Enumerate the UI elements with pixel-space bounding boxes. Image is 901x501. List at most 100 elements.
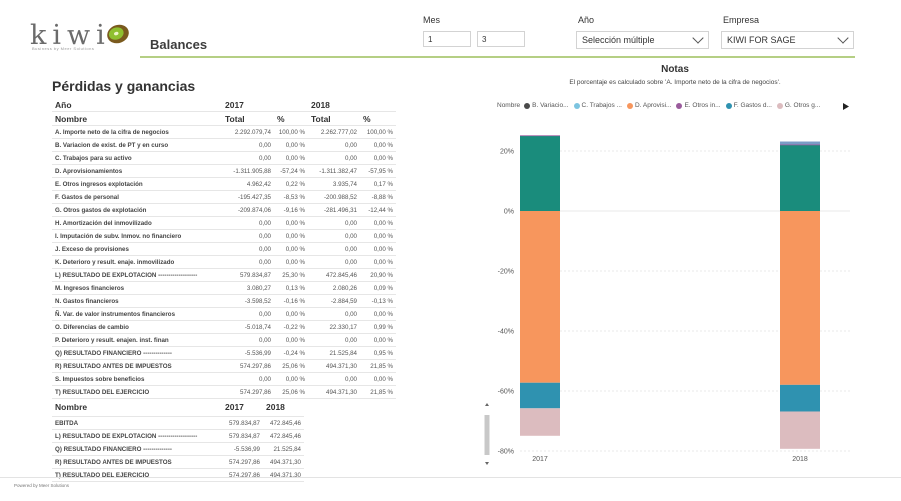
table-row[interactable]: S. Impuestos sobre beneficios 0,00 0,00 % 0… <box>52 372 396 386</box>
chart-title: Notas <box>661 64 689 75</box>
row-value: 0,00 % <box>274 255 308 269</box>
table-row[interactable]: C. Trabajos para su activo 0,00 0,00 % 0,00… <box>52 151 396 165</box>
row-value: 0,00 <box>222 333 274 347</box>
bar-segment <box>780 145 820 211</box>
row-value: 579.834,87 <box>222 429 263 443</box>
row-value: 0,00 <box>222 216 274 230</box>
legend-label: C. Trabajos ... <box>581 102 622 109</box>
bar-segment <box>520 211 560 383</box>
row-value: 0,00 % <box>274 216 308 230</box>
row-value: 22.330,17 <box>308 320 360 334</box>
table-row[interactable]: E. Otros ingresos explotación 4.962,42 0,2… <box>52 177 396 191</box>
table-row[interactable]: F. Gastos de personal -195.427,35 -8,53 % -… <box>52 190 396 204</box>
legend-title: Nombre <box>497 102 521 109</box>
col-nombre[interactable]: Nombre <box>52 398 222 417</box>
row-value: 100,00 % <box>360 125 396 139</box>
table-row[interactable]: Ñ. Var. de valor instrumentos financiero… <box>52 307 396 321</box>
row-value: 2.080,26 <box>308 281 360 295</box>
row-value: 2.262.777,02 <box>308 125 360 139</box>
row-value: 0,00 % <box>274 229 308 243</box>
table-row[interactable]: I. Imputación de subv. Inmov. no financi… <box>52 229 396 243</box>
row-value: -200.988,52 <box>308 190 360 204</box>
table-row[interactable]: M. Ingresos financieros 3.080,27 0,13 % 2.0… <box>52 281 396 295</box>
anio-dropdown[interactable]: Selección múltiple <box>576 31 709 49</box>
row-label: E. Otros ingresos explotación <box>52 177 222 191</box>
table-row[interactable]: J. Exceso de provisiones 0,00 0,00 % 0,00 0,… <box>52 242 396 256</box>
legend-item[interactable]: C. Trabajos ... <box>573 102 622 109</box>
legend-item[interactable]: G. Otros g... <box>776 102 820 109</box>
legend-item[interactable]: F. Gastos d... <box>725 102 772 109</box>
row-value: -5.536,99 <box>222 442 263 456</box>
y-tick-label: -60% <box>498 389 514 396</box>
col-pct-2018[interactable]: % <box>360 111 396 126</box>
row-value: 2.292.079,74 <box>222 125 274 139</box>
table-row[interactable]: N. Gastos financieros -3.598,52 -0,16 % -2.… <box>52 294 396 308</box>
table-row[interactable]: H. Amortización del inmovilizado 0,00 0,00… <box>52 216 396 230</box>
year-2017[interactable]: 2017 <box>222 398 263 417</box>
row-value: 0,00 % <box>360 216 396 230</box>
row-value: 0,00 <box>222 242 274 256</box>
legend-item[interactable]: E. Otros in... <box>676 102 721 109</box>
table-row[interactable]: A. Importe neto de la cifra de negocios 2… <box>52 125 396 139</box>
col-total-2018[interactable]: Total <box>308 111 360 126</box>
col-nombre[interactable]: Nombre <box>52 111 222 126</box>
legend-label: B. Variacio... <box>532 102 569 109</box>
row-value: -5.018,74 <box>222 320 274 334</box>
row-label: R) RESULTADO ANTES DE IMPUESTOS <box>52 455 222 469</box>
row-label: C. Trabajos para su activo <box>52 151 222 165</box>
row-value: 21,85 % <box>360 385 396 399</box>
empresa-dropdown[interactable]: KIWI FOR SAGE <box>721 31 854 49</box>
table-row[interactable]: L) RESULTADO DE EXPLOTACION ------------… <box>52 268 396 282</box>
row-value: 0,00 % <box>274 307 308 321</box>
row-value: 100,00 % <box>274 125 308 139</box>
table-row[interactable]: P. Deterioro y result. enajen. inst. fin… <box>52 333 396 347</box>
mes-from-input[interactable]: 1 <box>423 31 471 47</box>
row-value: -5.536,99 <box>222 346 274 360</box>
table-row[interactable]: R) RESULTADO ANTES DE IMPUESTOS 574.297,8… <box>52 359 396 373</box>
legend-item[interactable]: B. Variacio... <box>524 102 569 109</box>
row-label: Q) RESULTADO FINANCIERO -------------- <box>52 346 222 360</box>
table-row[interactable]: O. Diferencias de cambio -5.018,74 -0,22 %… <box>52 320 396 334</box>
logo-subtitle: Business by Meer Solutions <box>32 46 95 51</box>
table-row[interactable]: Q) RESULTADO FINANCIERO -------------- -5… <box>52 442 304 456</box>
row-value: 494.371,30 <box>308 385 360 399</box>
bar-segment <box>780 384 820 412</box>
row-label: O. Diferencias de cambio <box>52 320 222 334</box>
mes-to-input[interactable]: 3 <box>477 31 525 47</box>
y-tick-label: 0% <box>504 209 514 216</box>
col-pct-2017[interactable]: % <box>274 111 308 126</box>
table-row[interactable]: T) RESULTADO DEL EJERCICIO 574.297,86 25,0… <box>52 385 396 399</box>
row-value: -2.884,59 <box>308 294 360 308</box>
row-value: 0,00 % <box>360 333 396 347</box>
row-value: 0,00 <box>308 151 360 165</box>
table-row[interactable]: B. Variacion de exist. de PT y en curso 0… <box>52 138 396 152</box>
table-row[interactable]: R) RESULTADO ANTES DE IMPUESTOS 574.297,8… <box>52 455 304 469</box>
row-label: P. Deterioro y result. enajen. inst. fin… <box>52 333 222 347</box>
year-2018[interactable]: 2018 <box>263 398 304 417</box>
footer-text[interactable]: Powered by Meer Solutions <box>14 483 70 488</box>
table-row[interactable]: T) RESULTADO DEL EJERCICIO 574.297,86 494.… <box>52 468 304 482</box>
table-row[interactable]: L) RESULTADO DE EXPLOTACION ------------… <box>52 429 304 443</box>
triangle-right-icon[interactable] <box>843 103 849 110</box>
row-value: 0,00 % <box>360 229 396 243</box>
summary-scrollbar[interactable] <box>483 400 491 470</box>
legend-item[interactable]: D. Aprovisi... <box>626 102 671 109</box>
table-row[interactable]: D. Aprovisionamientos -1.311.905,88 -57,24… <box>52 164 396 178</box>
table-row[interactable]: EBITDA 579.834,87 472.845,46 <box>52 416 304 430</box>
row-value: -0,24 % <box>274 346 308 360</box>
table-row[interactable]: G. Otros gastos de explotación -209.874,0… <box>52 203 396 217</box>
row-label: R) RESULTADO ANTES DE IMPUESTOS <box>52 359 222 373</box>
row-value: 3.935,74 <box>308 177 360 191</box>
row-value: 3.080,27 <box>222 281 274 295</box>
table-row[interactable]: Q) RESULTADO FINANCIERO -------------- -5… <box>52 346 396 360</box>
row-value: 0,00 <box>308 229 360 243</box>
pyg-title: Pérdidas y ganancias <box>52 78 196 94</box>
col-total-2017[interactable]: Total <box>222 111 274 126</box>
row-label: T) RESULTADO DEL EJERCICIO <box>52 385 222 399</box>
row-value: 579.834,87 <box>222 268 274 282</box>
row-value: 0,00 <box>222 138 274 152</box>
row-label: I. Imputación de subv. Inmov. no financi… <box>52 229 222 243</box>
table-row[interactable]: K. Deterioro y result. enaje. inmoviliza… <box>52 255 396 269</box>
x-tick-label: 2017 <box>532 456 548 463</box>
row-label: T) RESULTADO DEL EJERCICIO <box>52 468 222 482</box>
